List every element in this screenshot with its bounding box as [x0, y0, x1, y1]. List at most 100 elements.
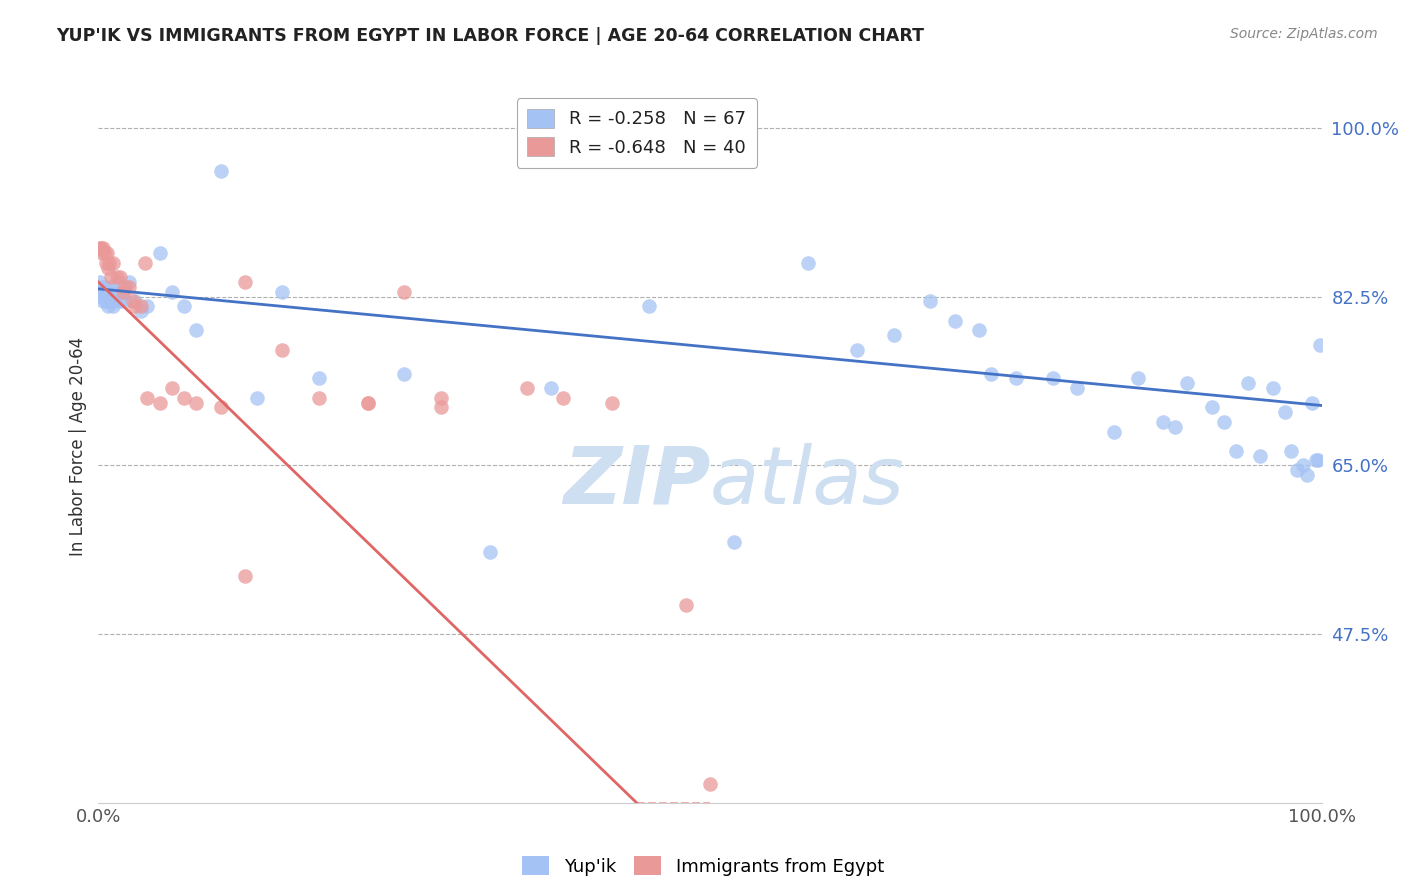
Point	[110, 270, 132, 285]
Point	[160, 381, 183, 395]
Point	[136, 299, 159, 313]
Point	[943, 313, 966, 327]
Point	[107, 275, 129, 289]
Point	[129, 304, 152, 318]
Point	[723, 535, 745, 549]
Point	[173, 391, 195, 405]
Point	[233, 569, 256, 583]
Point	[1164, 419, 1187, 434]
Point	[638, 299, 661, 313]
Point	[675, 598, 697, 612]
Point	[111, 285, 134, 299]
Point	[233, 275, 256, 289]
Point	[356, 395, 378, 409]
Point	[124, 299, 146, 313]
Point	[1102, 425, 1125, 439]
Legend: Yup'ik, Immigrants from Egypt: Yup'ik, Immigrants from Egypt	[515, 849, 891, 883]
Point	[96, 285, 118, 299]
Point	[553, 391, 575, 405]
Point	[90, 280, 112, 294]
Point	[1128, 371, 1150, 385]
Point	[93, 246, 115, 260]
Point	[91, 289, 114, 303]
Text: ZIP: ZIP	[562, 442, 710, 521]
Point	[105, 285, 128, 299]
Point	[270, 285, 294, 299]
Text: Source: ZipAtlas.com: Source: ZipAtlas.com	[1230, 27, 1378, 41]
Point	[96, 246, 118, 260]
Point	[91, 285, 114, 299]
Point	[93, 280, 115, 294]
Point	[121, 294, 143, 309]
Point	[97, 299, 120, 313]
Y-axis label: In Labor Force | Age 20-64: In Labor Force | Age 20-64	[69, 336, 87, 556]
Point	[1292, 458, 1315, 473]
Point	[1201, 401, 1223, 415]
Point	[1066, 381, 1088, 395]
Point	[118, 280, 141, 294]
Point	[1249, 449, 1271, 463]
Point	[100, 280, 122, 294]
Point	[308, 391, 330, 405]
Point	[356, 395, 378, 409]
Point	[1305, 453, 1327, 467]
Point	[91, 241, 114, 255]
Point	[1225, 443, 1247, 458]
Point	[136, 391, 159, 405]
Point	[515, 381, 537, 395]
Point	[430, 401, 453, 415]
Point	[600, 395, 623, 409]
Point	[94, 256, 117, 270]
Point	[114, 280, 136, 294]
Point	[91, 294, 114, 309]
Point	[540, 381, 562, 395]
Point	[1042, 371, 1064, 385]
Point	[478, 545, 501, 559]
Point	[173, 299, 195, 313]
Point	[883, 328, 905, 343]
Point	[91, 246, 114, 260]
Point	[1296, 467, 1319, 482]
Text: YUP'IK VS IMMIGRANTS FROM EGYPT IN LABOR FORCE | AGE 20-64 CORRELATION CHART: YUP'IK VS IMMIGRANTS FROM EGYPT IN LABOR…	[56, 27, 924, 45]
Point	[699, 776, 721, 790]
Point	[1004, 371, 1026, 385]
Point	[246, 391, 269, 405]
Point	[392, 367, 416, 381]
Point	[186, 323, 208, 337]
Point	[118, 275, 141, 289]
Point	[1261, 381, 1284, 395]
Point	[105, 270, 128, 285]
Point	[90, 241, 112, 255]
Point	[101, 256, 124, 270]
Point	[1279, 443, 1302, 458]
Point	[1175, 376, 1198, 391]
Point	[124, 294, 146, 309]
Point	[93, 285, 115, 299]
Point	[98, 294, 121, 309]
Point	[1301, 395, 1323, 409]
Point	[1237, 376, 1260, 391]
Point	[98, 256, 121, 270]
Point	[430, 391, 453, 405]
Point	[110, 294, 132, 309]
Point	[1212, 415, 1234, 429]
Point	[134, 256, 156, 270]
Point	[845, 343, 868, 357]
Point	[89, 241, 111, 255]
Point	[89, 275, 111, 289]
Point	[111, 285, 134, 299]
Point	[920, 294, 942, 309]
Point	[1306, 453, 1329, 467]
Point	[97, 260, 120, 275]
Point	[149, 395, 172, 409]
Point	[149, 246, 172, 260]
Point	[103, 294, 125, 309]
Point	[160, 285, 183, 299]
Legend: R = -0.258   N = 67, R = -0.648   N = 40: R = -0.258 N = 67, R = -0.648 N = 40	[516, 98, 756, 168]
Point	[100, 270, 122, 285]
Point	[1286, 463, 1309, 477]
Point	[797, 256, 820, 270]
Point	[270, 343, 294, 357]
Point	[101, 294, 124, 309]
Point	[114, 294, 136, 309]
